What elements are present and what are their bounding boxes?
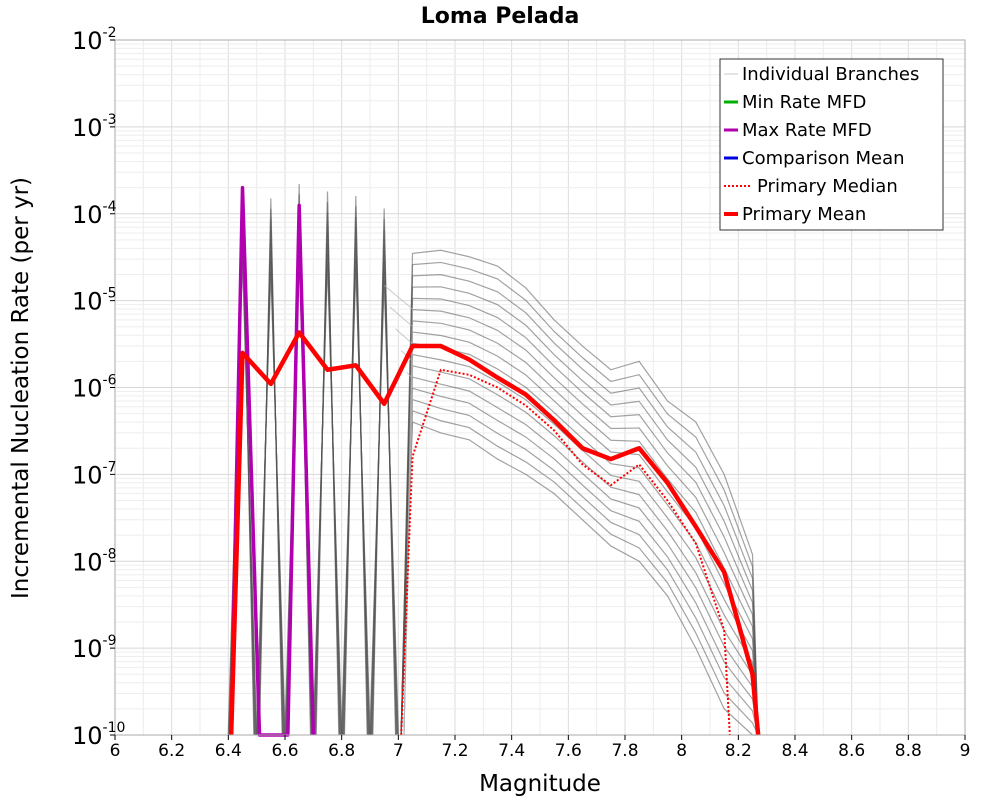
y-tick-base: 10 [72, 288, 103, 316]
branch-line [400, 320, 759, 736]
y-tick-base: 10 [72, 375, 103, 403]
x-tick-label: 7.8 [611, 741, 638, 761]
y-tick-exponent: -3 [103, 112, 117, 128]
chart-title: Loma Pelada [421, 4, 580, 29]
individual-branches [227, 183, 759, 736]
x-tick-label: 6 [110, 741, 121, 761]
y-tick-label: 10-9 [72, 633, 117, 663]
legend: Individual Branches Min Rate MFD Max Rate … [719, 58, 944, 231]
legend-box [719, 58, 944, 231]
y-tick-exponent: -6 [103, 373, 117, 389]
y-tick-base: 10 [72, 548, 103, 576]
y-tick-base: 10 [72, 635, 103, 663]
y-tick-exponent: -7 [103, 459, 117, 475]
series-line-primary-median [400, 368, 731, 736]
y-tick-label: 10-3 [72, 112, 117, 142]
x-tick-label: 7.6 [555, 741, 582, 761]
x-tick-label: 6.4 [215, 741, 242, 761]
y-axis-label: Incremental Nucleation Rate (per yr) [8, 177, 34, 599]
x-tick-label: 8.2 [725, 741, 752, 761]
y-tick-exponent: -4 [103, 199, 117, 215]
branch-line [400, 274, 759, 736]
branch-line [400, 261, 759, 736]
y-tick-label: 10-10 [72, 720, 125, 750]
legend-label: Primary Mean [742, 204, 866, 225]
y-tick-base: 10 [72, 114, 103, 142]
branch-line [400, 331, 759, 736]
branch-line [400, 286, 759, 736]
y-tick-base: 10 [72, 201, 103, 229]
y-tick-base: 10 [72, 27, 103, 55]
x-tick-label: 7.4 [498, 741, 525, 761]
branch-line [400, 365, 759, 736]
y-tick-base: 10 [72, 461, 103, 489]
branch-line [400, 376, 759, 736]
legend-label: Max Rate MFD [742, 120, 872, 141]
y-tick-label: 10-8 [72, 546, 117, 576]
branch-line [400, 308, 759, 736]
branch-line [400, 387, 759, 736]
y-tick-label: 10-6 [72, 373, 117, 403]
branch-line [255, 271, 286, 736]
branch-line [403, 393, 413, 736]
x-axis-label: Magnitude [479, 771, 601, 797]
y-tick-label: 10-2 [72, 25, 117, 55]
y-tick-label: 10-4 [72, 199, 117, 229]
y-tick-label: 10-5 [72, 286, 117, 316]
x-tick-label: 8.8 [895, 741, 922, 761]
x-tick-label: 7 [393, 741, 404, 761]
branch-line [400, 409, 759, 736]
y-tick-exponent: -2 [103, 25, 117, 41]
legend-label: Min Rate MFD [742, 92, 866, 113]
y-tick-base: 10 [72, 722, 103, 750]
branch-line [400, 297, 759, 736]
legend-label: Comparison Mean [742, 148, 905, 169]
y-tick-label: 10-7 [72, 459, 117, 489]
x-tick-label: 8.6 [838, 741, 865, 761]
branch-line [312, 264, 343, 736]
x-tick-label: 9 [960, 741, 971, 761]
y-tick-exponent: -8 [103, 546, 117, 562]
branch-line [340, 268, 371, 736]
y-tick-exponent: -9 [103, 633, 117, 649]
legend-label: Individual Branches [742, 64, 919, 85]
branch-line [369, 281, 400, 736]
y-tick-exponent: -10 [103, 720, 126, 736]
x-tick-label: 8 [676, 741, 687, 761]
branch-line [400, 249, 759, 736]
branch-line [400, 398, 759, 736]
series-line-primary-mean [228, 330, 761, 736]
x-tick-label: 6.2 [158, 741, 185, 761]
x-tick-label: 6.8 [328, 741, 355, 761]
branch-line [400, 421, 759, 736]
x-tick-label: 7.2 [441, 741, 468, 761]
x-axis-ticks: 6 6.2 6.4 6.6 6.8 7 7.2 7.4 7.6 7.8 8 8.2 8.4 8.6 8.8 9 [110, 735, 971, 761]
legend-label: Primary Median [757, 176, 898, 197]
x-tick-label: 6.6 [271, 741, 298, 761]
x-tick-label: 8.4 [781, 741, 808, 761]
y-tick-exponent: -5 [103, 286, 117, 302]
